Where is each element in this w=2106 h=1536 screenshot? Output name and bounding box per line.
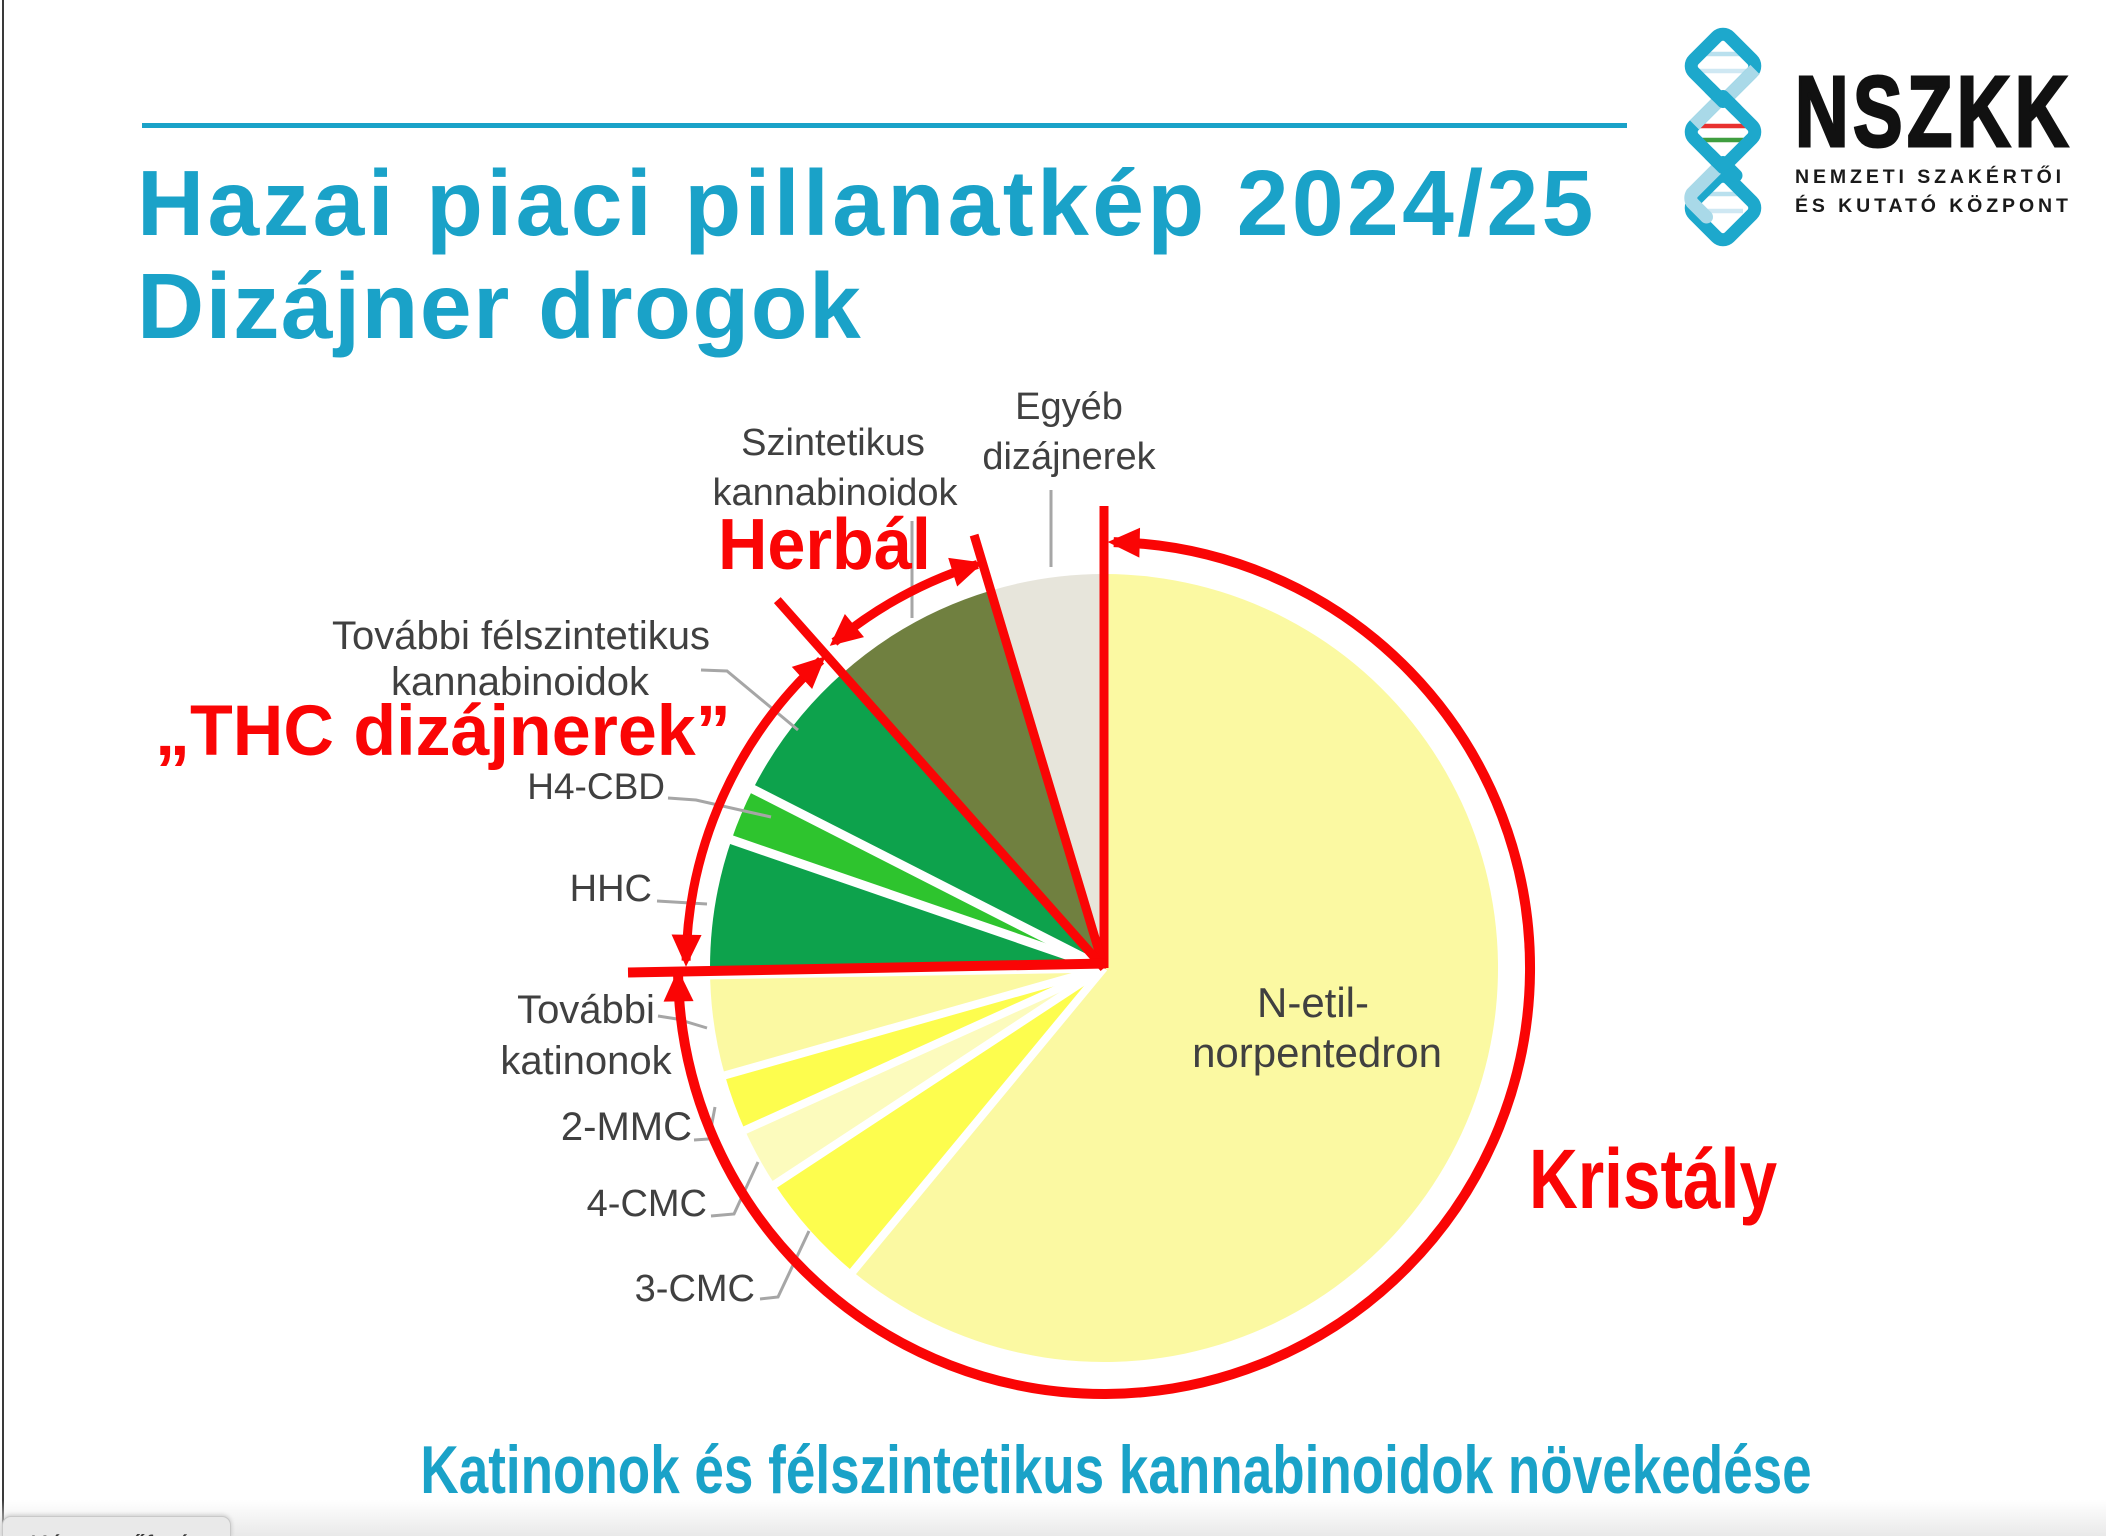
svg-text:NSZKK: NSZKK (1795, 55, 2073, 167)
